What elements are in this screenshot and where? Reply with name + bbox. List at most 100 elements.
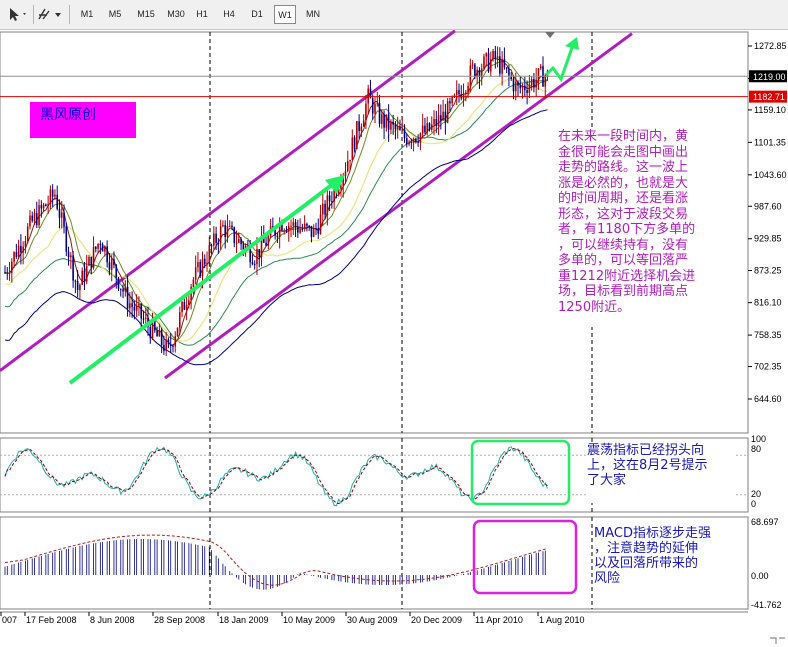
time-tick-label: 17 Feb 2008 bbox=[26, 615, 77, 625]
candle-body bbox=[294, 222, 297, 228]
stochastic-tick-label: 20 bbox=[751, 489, 761, 499]
cursor-arrow-icon bbox=[10, 8, 26, 21]
stochastic-tick-label: 0 bbox=[751, 499, 756, 509]
stochastic-d-line bbox=[4, 447, 548, 505]
candle-body bbox=[260, 236, 263, 257]
candle-body bbox=[467, 86, 469, 93]
candle-body bbox=[126, 286, 129, 309]
candle-body bbox=[90, 256, 93, 268]
candle-body bbox=[528, 85, 531, 93]
candle-body bbox=[208, 245, 211, 263]
candle-body bbox=[122, 289, 124, 292]
candle-body bbox=[310, 225, 313, 237]
candle-body bbox=[110, 259, 113, 270]
candle-body bbox=[485, 53, 488, 57]
candle-body bbox=[278, 223, 281, 237]
candle-body bbox=[383, 114, 385, 128]
candle-body bbox=[88, 256, 90, 266]
candle-body bbox=[392, 121, 394, 125]
candle-body bbox=[6, 272, 9, 274]
candle-body bbox=[419, 133, 422, 143]
candle-body bbox=[54, 194, 56, 197]
macd-highlight-box bbox=[472, 519, 578, 595]
candle-body bbox=[483, 56, 485, 69]
timeframe-m15-button[interactable]: M15 bbox=[137, 9, 155, 19]
candle-body bbox=[26, 226, 29, 242]
candle-body bbox=[185, 305, 188, 310]
candle-body bbox=[469, 65, 472, 87]
candle-body bbox=[206, 262, 208, 265]
candle-body bbox=[104, 246, 106, 252]
macd-annotation: MACD指标逐步走强 ，注意趋势的延伸 以及回落所带来的 风险 bbox=[594, 526, 727, 588]
candle-body bbox=[503, 58, 506, 68]
candle-body bbox=[519, 85, 522, 89]
candle-body bbox=[235, 242, 238, 244]
timeframe-m5-button[interactable]: M5 bbox=[108, 9, 122, 19]
timeframe-mn-button[interactable]: MN bbox=[306, 9, 320, 19]
candle-body bbox=[11, 261, 13, 273]
timeframe-w1-button[interactable]: W1 bbox=[274, 5, 296, 24]
candle-body bbox=[58, 208, 61, 218]
candle-body bbox=[117, 277, 120, 289]
candle-body bbox=[274, 229, 276, 236]
candle-body bbox=[287, 226, 290, 232]
candle-body bbox=[442, 111, 444, 121]
price-tick-label: 1159.10 bbox=[754, 105, 786, 115]
candle-body bbox=[35, 213, 38, 226]
stochastic-tick-label: 100 bbox=[751, 434, 766, 444]
candle-body bbox=[455, 90, 458, 96]
candle-body bbox=[224, 225, 226, 238]
shift-marker-icon bbox=[545, 32, 555, 38]
candle-body bbox=[222, 225, 224, 227]
timeframe-m1-button[interactable]: M1 bbox=[80, 9, 94, 19]
candle-body bbox=[322, 203, 324, 215]
candle-body bbox=[70, 255, 72, 258]
candle-body bbox=[408, 141, 410, 145]
candle-body bbox=[233, 227, 236, 243]
candle-body bbox=[135, 305, 138, 311]
candle-body bbox=[60, 212, 63, 218]
ma-medium-line bbox=[4, 80, 548, 346]
candle-body bbox=[217, 242, 220, 244]
candle-body bbox=[317, 228, 320, 234]
timeframe-m30-button[interactable]: M30 bbox=[167, 9, 185, 19]
candle-body bbox=[412, 138, 415, 143]
candle-body bbox=[496, 56, 499, 59]
candle-body bbox=[517, 82, 519, 86]
candle-body bbox=[505, 67, 508, 69]
ma-yellow-line bbox=[4, 77, 548, 342]
candle-body bbox=[297, 227, 299, 233]
candle-body bbox=[326, 195, 329, 215]
timeframe-d1-button[interactable]: D1 bbox=[251, 9, 263, 19]
candle-body bbox=[160, 329, 163, 345]
candle-body bbox=[444, 111, 447, 123]
time-tick-label: 28 Sep 2008 bbox=[154, 615, 205, 625]
candle-body bbox=[40, 205, 43, 209]
candle-body bbox=[74, 280, 77, 282]
candle-body bbox=[119, 288, 122, 290]
line-tools-dropdown[interactable] bbox=[36, 5, 64, 24]
candle-body bbox=[276, 235, 279, 237]
candle-body bbox=[249, 246, 251, 263]
candle-body bbox=[8, 272, 11, 274]
timeframe-h1-button[interactable]: H1 bbox=[196, 9, 208, 19]
candle-body bbox=[371, 98, 374, 114]
candle-body bbox=[169, 343, 172, 347]
price-tick-label: 702.35 bbox=[754, 362, 782, 372]
candle-body bbox=[131, 303, 133, 307]
candle-body bbox=[521, 85, 524, 89]
trendline-tools-icon bbox=[38, 8, 61, 20]
candle-body bbox=[328, 195, 331, 202]
candle-body bbox=[340, 185, 342, 189]
chart-tools-button[interactable] bbox=[4, 5, 30, 24]
candle-body bbox=[17, 245, 20, 257]
candle-body bbox=[462, 93, 465, 99]
stochastic-tick-label: 80 bbox=[751, 444, 761, 454]
toolbar-separator bbox=[69, 5, 70, 24]
candle-body bbox=[451, 96, 453, 104]
candle-body bbox=[228, 225, 231, 227]
timeframe-h4-button[interactable]: H4 bbox=[223, 9, 235, 19]
candle-body bbox=[342, 175, 345, 186]
price-tick-label: 644.60 bbox=[754, 394, 782, 404]
candle-body bbox=[63, 212, 65, 227]
